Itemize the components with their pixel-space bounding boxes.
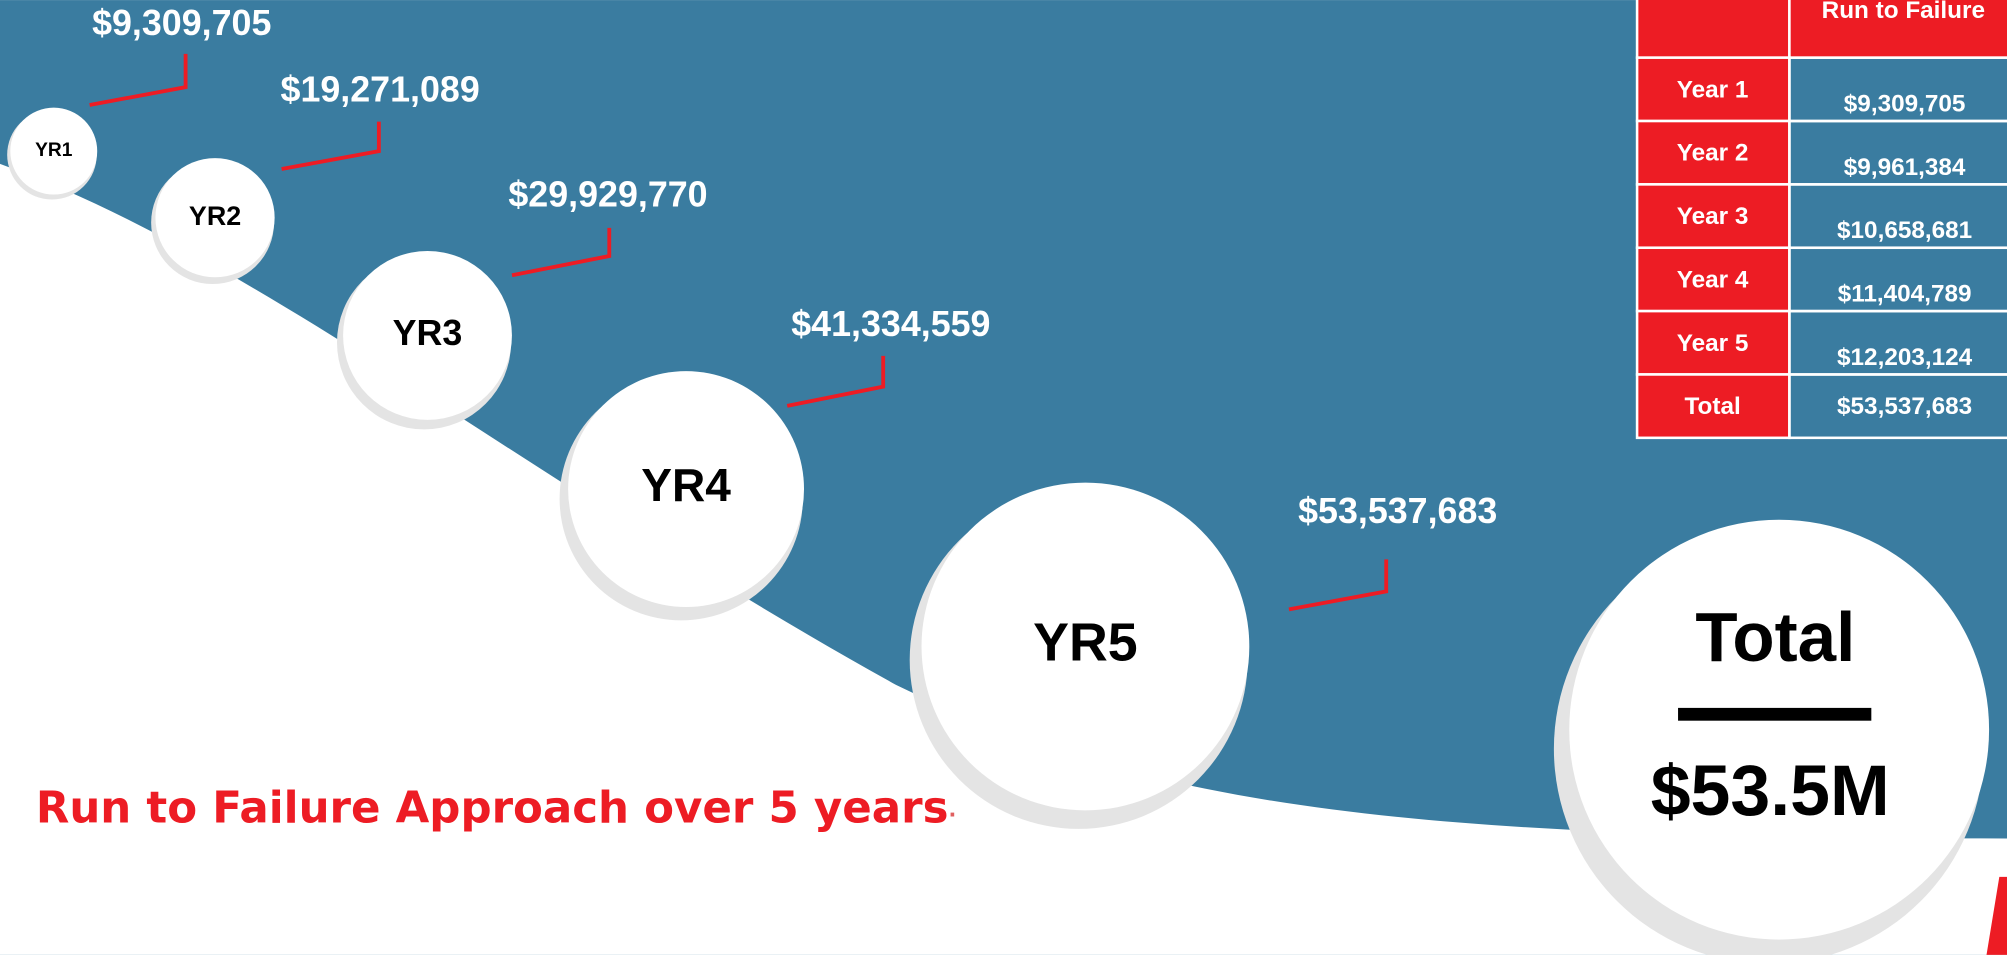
table-header-right: [1788, 0, 2007, 59]
bubble-value: $53,537,683: [1298, 491, 1497, 531]
total-bubble: [1569, 519, 1990, 940]
table-row-value: $12,203,124: [1837, 344, 1973, 371]
table-row-label: Year 5: [1677, 330, 1749, 357]
bubble-label: YR5: [1033, 613, 1138, 673]
table-header: Run to Failure: [1822, 0, 1985, 24]
bubble: [921, 482, 1250, 811]
table-cell-label: [1635, 56, 1791, 123]
bubble-label: YR3: [393, 313, 463, 353]
bubble-label: YR2: [189, 201, 241, 231]
table-header-left: [1635, 0, 1791, 59]
leader-line: [511, 227, 612, 278]
table-row-label: Year 3: [1677, 203, 1749, 230]
corner-shape: [1986, 876, 2007, 955]
bubble: [343, 250, 512, 420]
white-curve: [0, 163, 2007, 955]
bubble: [10, 107, 98, 195]
leader-line: [89, 53, 188, 107]
table-row-label: Total: [1684, 393, 1740, 420]
bubble-value: $41,334,559: [791, 304, 990, 344]
table-row-value: $53,537,683: [1837, 393, 1972, 420]
total-label: Total: [1695, 598, 1855, 676]
table-row-label: Year 4: [1677, 266, 1749, 293]
bubble: [568, 371, 805, 607]
bubble-value: $29,929,770: [508, 175, 707, 215]
caption: Run to Failure Approach over 5 years.: [36, 783, 956, 833]
bubble-label: YR1: [35, 140, 73, 161]
caption-end: .: [948, 797, 956, 821]
table-row-value: $11,404,789: [1838, 281, 1972, 308]
bubble-value: $9,309,705: [92, 3, 271, 43]
table-cell-label: [1635, 373, 1791, 440]
leader-line: [786, 355, 886, 408]
table-row-value: $10,658,681: [1837, 217, 1972, 244]
bubble: [155, 158, 275, 278]
bubbles: YR1 $9,309,705 YR2 $19,271,089 YR3 $29,929,77…: [7, 0, 2007, 955]
table-row-label: Year 2: [1677, 140, 1749, 167]
total-bar: [1678, 707, 1872, 721]
table-cell-label: [1635, 309, 1791, 376]
bubble-label: YR4: [641, 459, 731, 511]
table-row-label: Year 1: [1677, 76, 1749, 103]
total-value: $53.5M: [1651, 751, 1890, 831]
table-cell-value: [1788, 373, 2007, 440]
table-row-value: $9,961,384: [1844, 154, 1966, 181]
table-cell-label: [1635, 246, 1791, 313]
caption-text: Run to Failure Approach over 5 years: [36, 783, 949, 833]
leader-line: [1288, 559, 1389, 612]
leader-line: [281, 121, 381, 171]
table-row-value: $9,309,705: [1844, 90, 1966, 117]
bubble-value: $19,271,089: [281, 70, 480, 110]
